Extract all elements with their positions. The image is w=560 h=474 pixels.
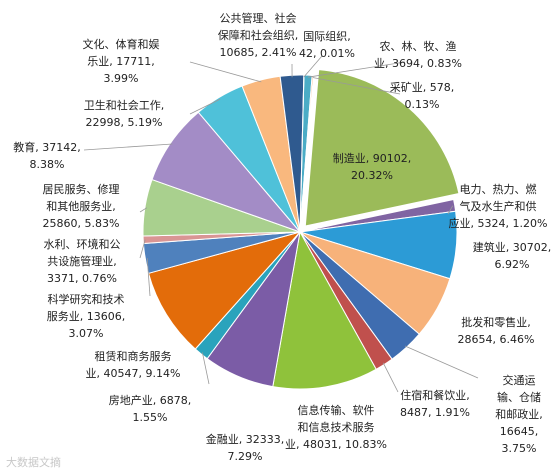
slice-label-line: 建筑业, 30702, — [473, 240, 551, 254]
leader-line — [404, 345, 479, 379]
leader-line — [303, 55, 323, 78]
leader-line — [202, 352, 210, 385]
slice-label-line: 3.75% — [502, 442, 537, 455]
slice-label-line: 采矿业, 578, — [390, 81, 455, 94]
slice-label: 文化、体育和娱乐业, 17711, 3.99% — [83, 37, 160, 85]
pie-slice — [299, 74, 305, 233]
slice-label-line: 气及水生产和供 — [460, 199, 537, 213]
slice-label-line: 和邮政业, — [495, 407, 543, 421]
watermark: 大数据文摘 — [6, 455, 61, 469]
slice-label: 教育, 37142, 8.38% — [13, 140, 80, 171]
slice-label-line: 和其他服务业, — [46, 200, 116, 213]
slice-label-line: 20.32% — [351, 169, 393, 182]
slice-label-line: 应业, 5324, 1.20% — [449, 216, 548, 230]
slice-label-line: 卫生和社会工作, — [84, 98, 165, 112]
slice-label-line: 42, 0.01% — [299, 47, 355, 60]
slice-label-line: 国际组织, — [303, 29, 351, 43]
leader-line — [447, 205, 454, 215]
slice-label-line: 水利、环境和公 — [44, 237, 121, 251]
slice-label-line: 7.29% — [228, 450, 263, 463]
leader-line — [312, 77, 401, 95]
slice-label-line: 3.07% — [69, 327, 104, 340]
slice-label-line: 乐业, 17711, — [87, 55, 154, 68]
leader-lines — [83, 55, 479, 393]
slice-label-line: 科学研究和技术 — [48, 292, 125, 306]
data-labels: 农、林、牧、渔业, 3694, 0.83% 采矿业, 578, 0.13% 制造业, … — [13, 11, 551, 463]
slice-label: 制造业, 90102, 20.32% — [333, 151, 411, 182]
slice-label-line: 6.92% — [495, 258, 530, 271]
slice-label-line: 农、林、牧、渔 — [380, 39, 457, 53]
slice-label-line: 0.13% — [405, 98, 440, 111]
slice-label-line: 电力、热力、燃 — [460, 182, 537, 196]
slice-label-line: 业, 48031, 10.83% — [285, 438, 387, 451]
slice-label-line: 3.99% — [104, 72, 139, 85]
slice-label-line: 服务业, 13606, — [47, 310, 125, 323]
slice-label: 建筑业, 30702, 6.92% — [473, 240, 551, 271]
slice-label-line: 25860, 5.83% — [43, 217, 120, 230]
slice-label-line: 8487, 1.91% — [400, 406, 470, 419]
slice-label-line: 住宿和餐饮业, — [400, 388, 470, 402]
slice-label-line: 28654, 6.46% — [458, 333, 535, 346]
slice-label-line: 共设施管理业, — [47, 254, 117, 268]
slice-label: 卫生和社会工作, 22998, 5.19% — [84, 98, 165, 129]
slice-label: 住宿和餐饮业, 8487, 1.91% — [400, 388, 470, 419]
slice-label: 交通运输、仓储和邮政业, 16645, 3.75% — [495, 373, 543, 455]
leader-line — [139, 239, 146, 259]
slices — [142, 69, 460, 390]
slice-label: 国际组织, 42, 0.01% — [299, 29, 355, 60]
slice-label: 采矿业, 578, 0.13% — [390, 81, 455, 111]
slice-label-line: 1.55% — [133, 411, 168, 424]
slice-label-line: 交通运 — [503, 373, 536, 387]
slice-label-line: 业, 3694, 0.83% — [374, 57, 462, 70]
slice-label-line: 22998, 5.19% — [86, 116, 163, 129]
slice-label-line: 文化、体育和娱 — [83, 37, 160, 51]
slice-label-line: 信息传输、软件 — [298, 403, 375, 417]
slice-label-line: 输、仓储 — [497, 390, 541, 404]
slice-label: 信息传输、软件和信息技术服务业, 48031, 10.83% — [285, 403, 387, 451]
leader-line — [307, 61, 406, 78]
pie-slice — [299, 74, 314, 233]
slice-label-line: 8.38% — [30, 158, 65, 171]
slice-label-line: 房地产业, 6878, — [109, 393, 191, 407]
slice-label-line: 居民服务、修理 — [43, 182, 120, 196]
slice-label-line: 教育, 37142, — [13, 140, 80, 154]
slice-label-line: 和信息技术服务 — [298, 420, 375, 434]
slice-label-line: 公共管理、社会 — [220, 11, 297, 25]
slice-label-line: 3371, 0.76% — [47, 272, 117, 285]
slice-label-line: 金融业, 32333, — [206, 432, 284, 446]
leader-line — [189, 61, 262, 83]
slice-label: 租赁和商务服务业, 40547, 9.14% — [86, 349, 181, 380]
slice-label-line: 保障和社会组织, — [218, 28, 299, 42]
slice-label: 居民服务、修理和其他服务业, 25860, 5.83% — [43, 182, 120, 230]
slice-label-line: 租赁和商务服务 — [95, 349, 172, 363]
slice-label: 公共管理、社会保障和社会组织, 10685, 2.41% — [218, 11, 299, 59]
pie-slice — [272, 230, 377, 390]
slice-label: 农、林、牧、渔业, 3694, 0.83% — [374, 39, 462, 70]
slice-label-line: 10685, 2.41% — [220, 46, 297, 59]
slice-label: 批发和零售业, 28654, 6.46% — [458, 315, 535, 346]
slice-label: 电力、热力、燃气及水生产和供应业, 5324, 1.20% — [449, 182, 548, 230]
leader-line — [382, 362, 399, 393]
slice-label: 科学研究和技术服务业, 13606, 3.07% — [47, 292, 125, 340]
slice-label: 水利、环境和公共设施管理业, 3371, 0.76% — [44, 237, 121, 285]
pie-slice — [147, 231, 302, 350]
leader-line — [189, 98, 221, 115]
slice-label: 金融业, 32333, 7.29% — [206, 432, 284, 463]
slice-label-line: 业, 40547, 9.14% — [86, 367, 181, 380]
leader-line — [139, 207, 148, 213]
slice-label-line: 16645, — [500, 425, 539, 438]
slice-label: 房地产业, 6878, 1.55% — [109, 393, 191, 424]
leader-line — [146, 258, 151, 297]
leader-line — [83, 143, 173, 151]
slice-label-line: 批发和零售业, — [461, 315, 531, 329]
slice-label-line: 制造业, 90102, — [333, 151, 411, 165]
